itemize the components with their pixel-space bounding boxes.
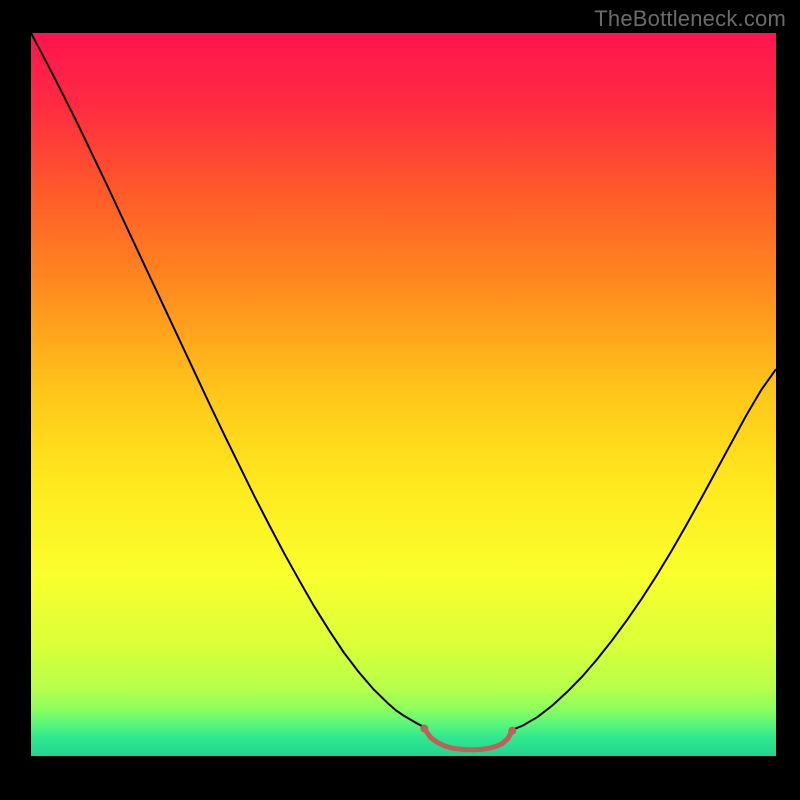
chart-background bbox=[31, 33, 776, 756]
watermark-text: TheBottleneck.com bbox=[594, 6, 786, 32]
chart-svg bbox=[31, 33, 776, 756]
plot-frame bbox=[31, 33, 776, 756]
